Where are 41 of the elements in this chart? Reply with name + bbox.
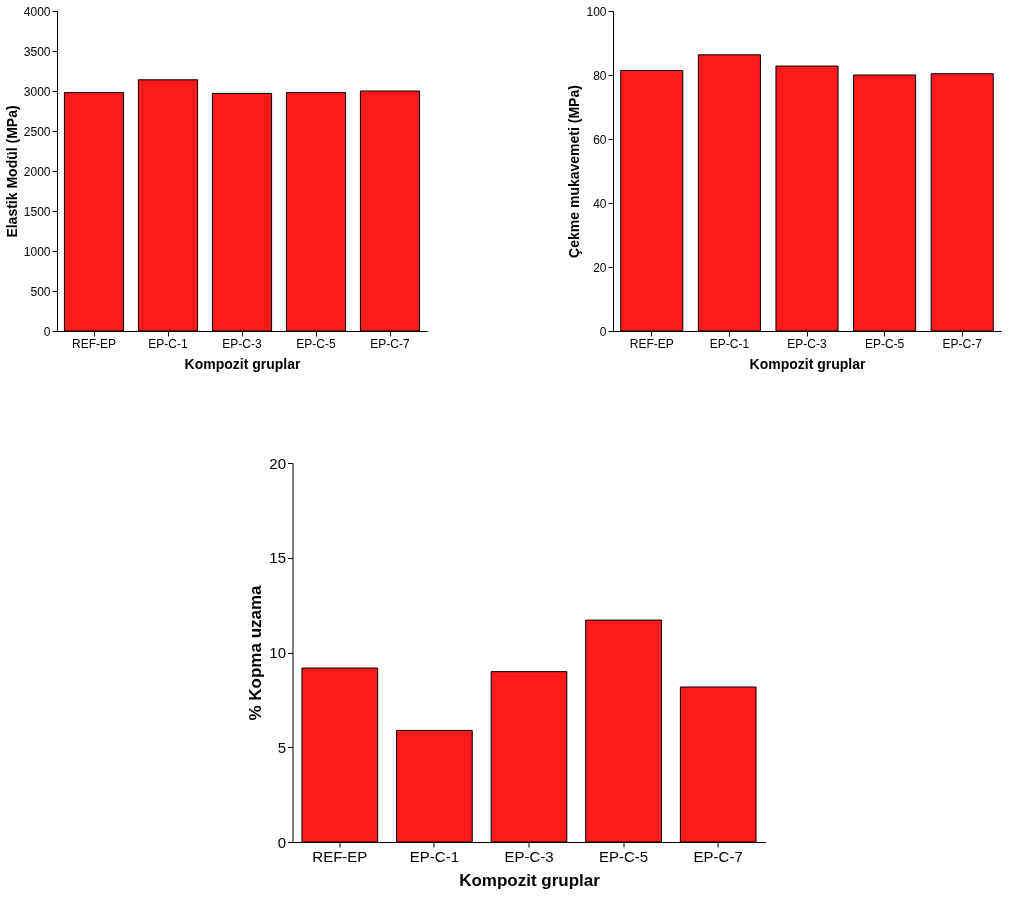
x-tick-label: EP-C-1	[409, 847, 459, 865]
x-tick-label: EP-C-5	[599, 847, 649, 865]
y-tick-label: 500	[30, 284, 51, 299]
y-axis-title: % Kopma uzama	[246, 584, 266, 721]
x-tick-label: REF-EP	[312, 847, 368, 865]
x-tick-label: EP-C-5	[864, 336, 905, 351]
y-tick-label: 15	[269, 549, 286, 567]
x-tick-label: EP-C-3	[222, 336, 262, 351]
y-tick-label: 10	[269, 644, 286, 661]
x-tick-label: EP-C-5	[296, 336, 336, 351]
y-tick-label: 1000	[23, 244, 51, 259]
x-tick-label: EP-C-1	[148, 336, 188, 351]
x-tick-label: EP-C-3	[787, 336, 827, 351]
x-tick-label: EP-C-3	[504, 847, 554, 865]
y-tick-label: 0	[599, 324, 607, 339]
x-tick-label: REF-EP	[71, 336, 117, 351]
y-tick-label: 40	[593, 196, 607, 211]
y-tick-label: 4000	[23, 4, 51, 19]
x-tick-label: EP-C-7	[942, 336, 983, 351]
x-tick-label: EP-C-7	[693, 847, 743, 865]
y-tick-label: 1500	[23, 204, 51, 219]
y-tick-label: 100	[586, 4, 607, 19]
y-tick-label: 0	[277, 833, 286, 851]
x-tick-label: EP-C-7	[370, 336, 410, 351]
y-axis-title: Elastik Modül (MPa)	[3, 105, 20, 238]
x-tick-label: REF-EP	[629, 336, 674, 351]
y-tick-label: 60	[593, 132, 607, 147]
y-tick-label: 3500	[23, 44, 51, 59]
y-tick-label: 20	[593, 260, 607, 275]
x-axis-title: Kompozit gruplar	[749, 355, 866, 372]
y-tick-label: 3000	[23, 84, 51, 99]
y-tick-label: 5	[277, 738, 286, 756]
y-axis-title: Çekme mukavemeti (MPa)	[566, 85, 583, 258]
x-axis-title: Kompozit gruplar	[459, 870, 601, 890]
y-tick-label: 80	[593, 68, 607, 83]
x-tick-label: EP-C-1	[709, 336, 750, 351]
y-tick-label: 2500	[23, 124, 51, 139]
y-tick-label: 2000	[23, 164, 51, 179]
y-tick-label: 0	[43, 324, 51, 339]
y-tick-label: 20	[269, 454, 286, 472]
x-axis-title: Kompozit gruplar	[184, 355, 301, 372]
